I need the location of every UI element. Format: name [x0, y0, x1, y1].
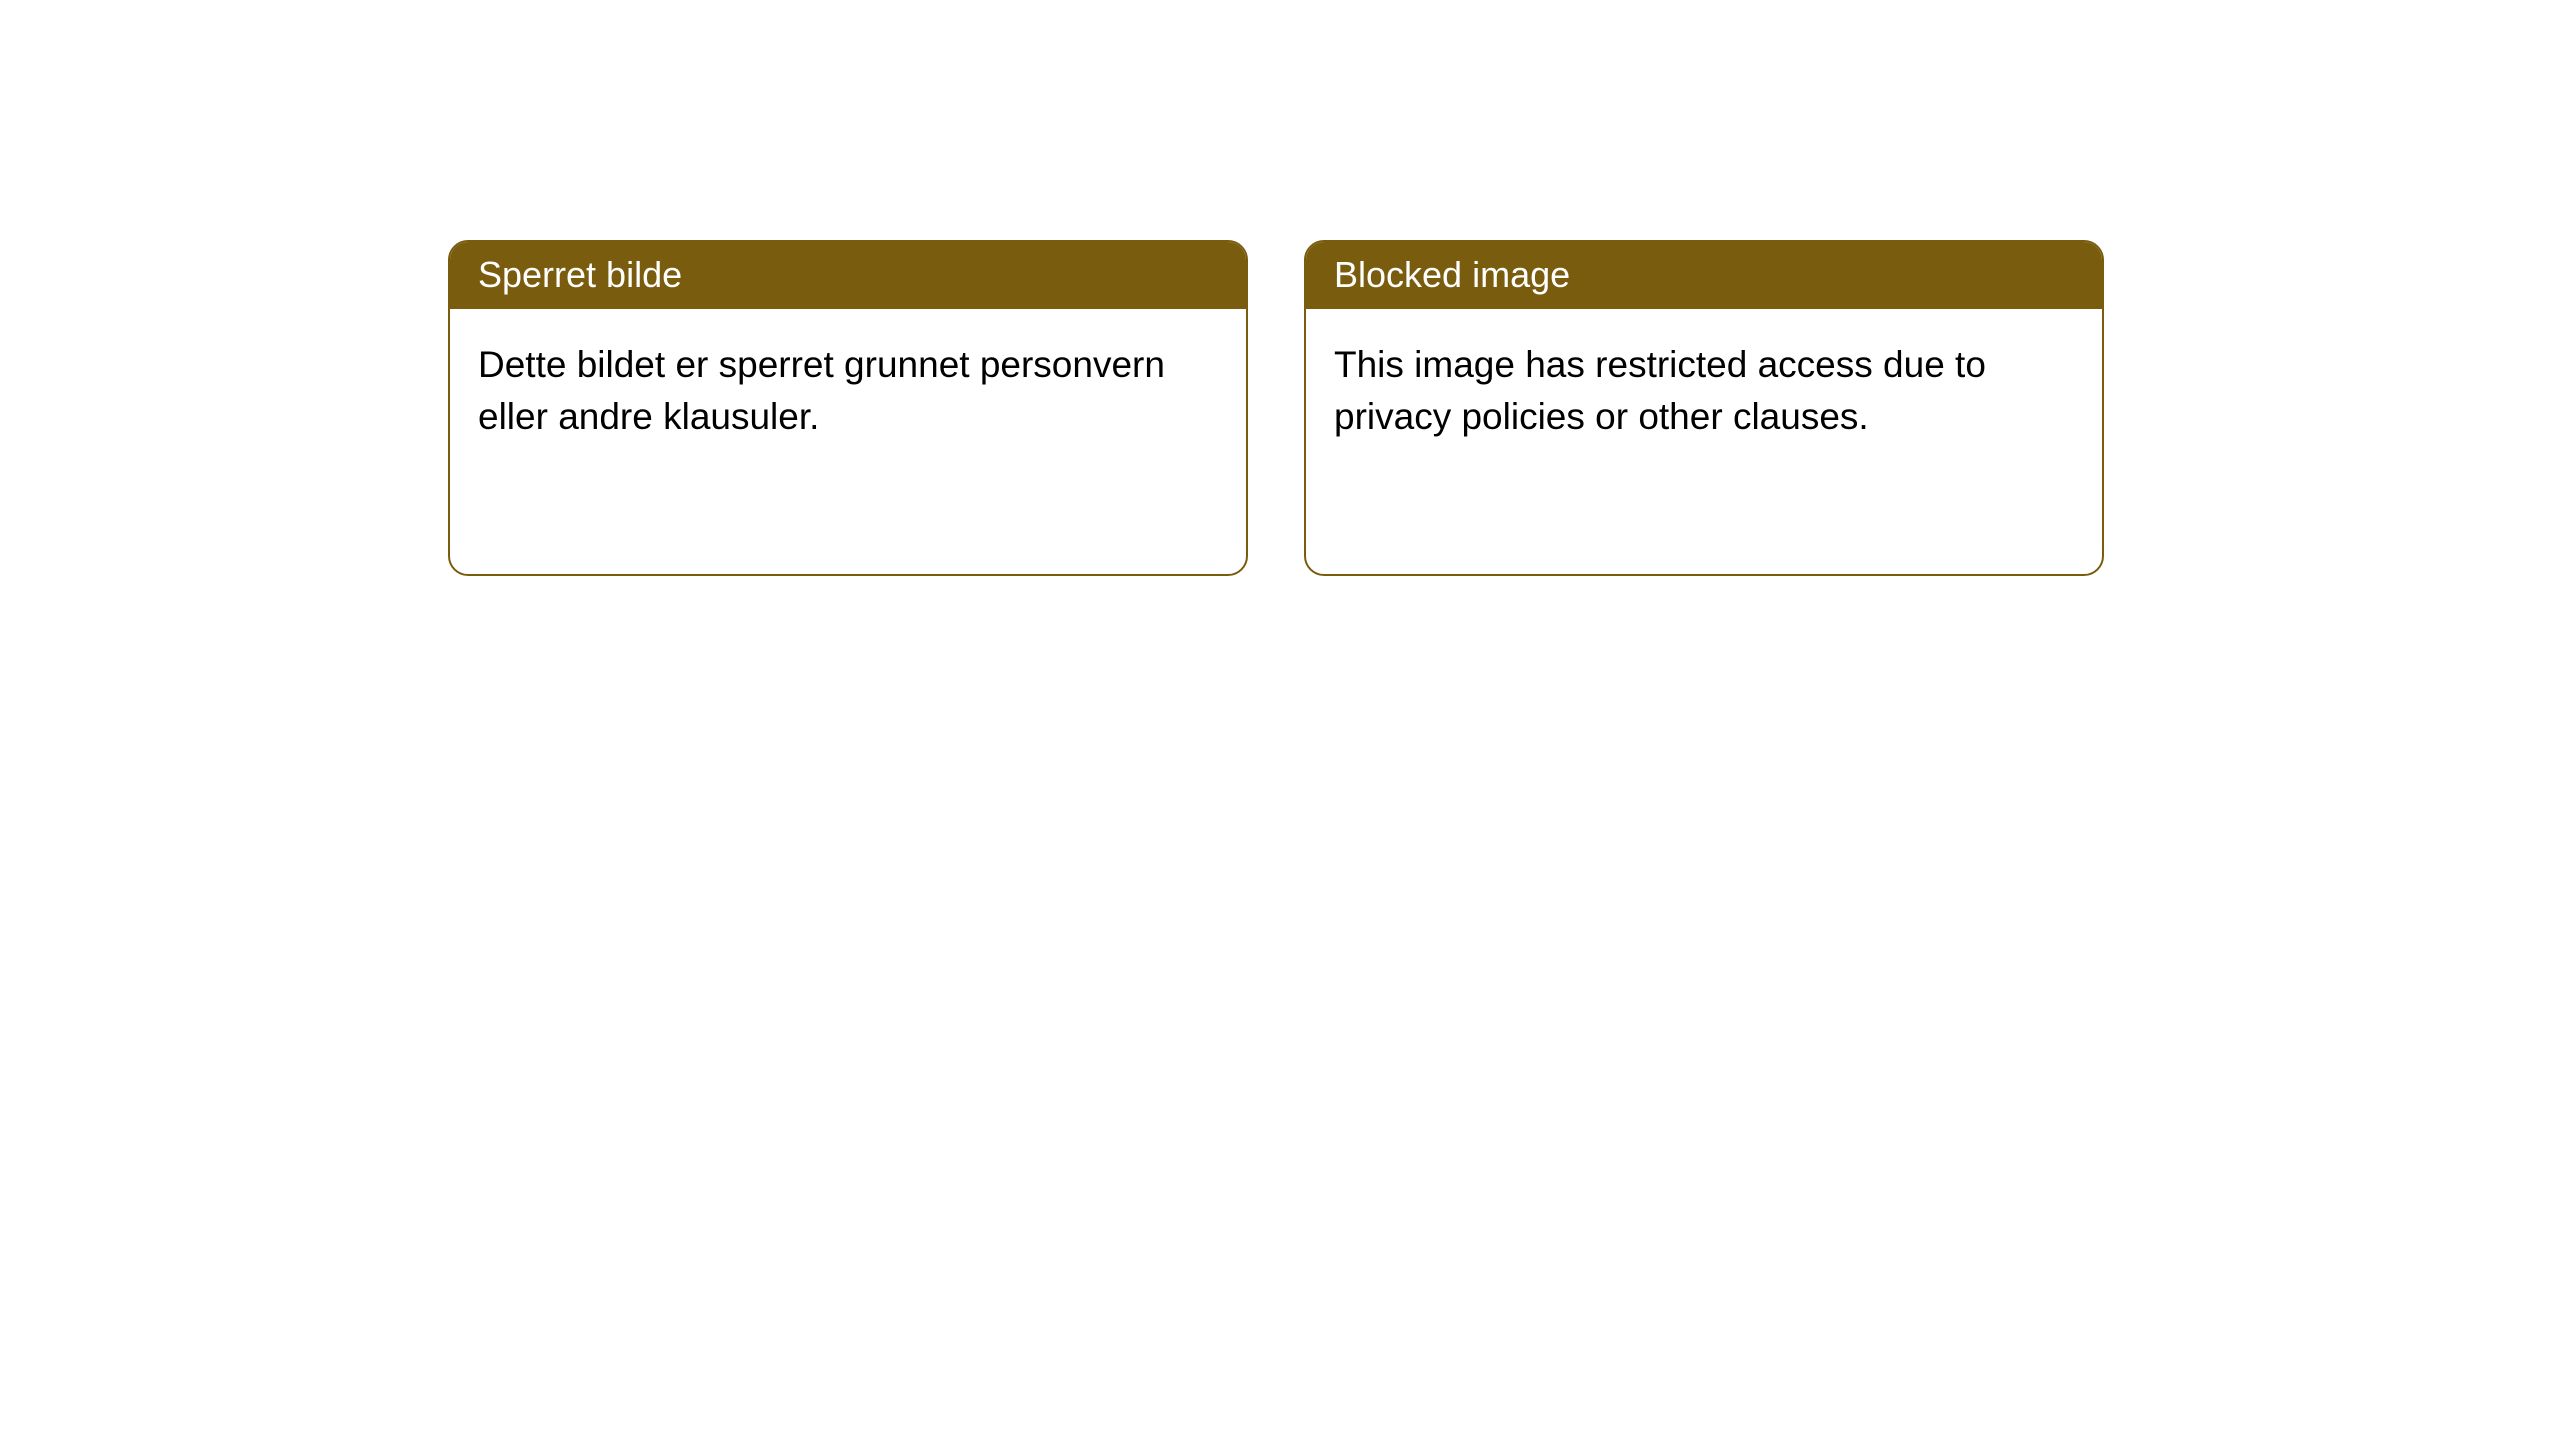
- card-body: Dette bildet er sperret grunnet personve…: [450, 309, 1246, 473]
- card-body: This image has restricted access due to …: [1306, 309, 2102, 473]
- card-header: Blocked image: [1306, 242, 2102, 309]
- cards-container: Sperret bilde Dette bildet er sperret gr…: [0, 0, 2560, 576]
- blocked-image-card-en: Blocked image This image has restricted …: [1304, 240, 2104, 576]
- card-header: Sperret bilde: [450, 242, 1246, 309]
- blocked-image-card-no: Sperret bilde Dette bildet er sperret gr…: [448, 240, 1248, 576]
